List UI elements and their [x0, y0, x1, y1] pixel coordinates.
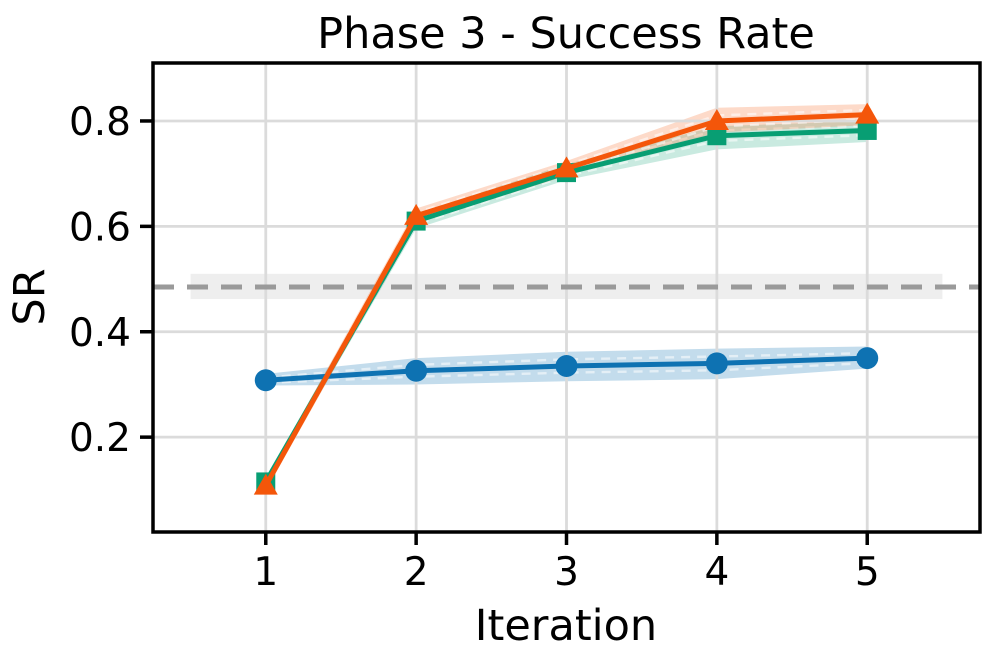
orange-triangles-marker: [554, 156, 579, 178]
y-tick-label: 0.8: [69, 100, 131, 145]
x-tick-label: 3: [554, 550, 579, 595]
data-series: [253, 102, 880, 495]
green-squares-marker: [707, 126, 727, 146]
blue-circles-marker: [405, 359, 428, 382]
y-axis-label: SR: [5, 268, 55, 325]
orange-triangles-marker: [704, 108, 729, 130]
chart-title: Phase 3 - Success Rate: [317, 9, 815, 59]
x-axis-label: Iteration: [475, 601, 657, 651]
axes-spines-and-ticks: [140, 61, 982, 545]
blue-circles-marker: [254, 369, 277, 392]
blue-circles-marker: [705, 352, 728, 375]
orange-triangles-marker: [404, 203, 429, 225]
y-tick-label: 0.6: [69, 205, 131, 250]
green-squares-marker: [857, 120, 877, 140]
x-tick-label: 5: [855, 550, 880, 595]
y-tick-label: 0.2: [69, 416, 131, 461]
x-tick-label: 2: [404, 550, 429, 595]
blue-circles-marker: [555, 355, 578, 378]
blue-circles-band-streak: [265, 361, 868, 385]
blue-circles-band-streak: [265, 351, 868, 379]
orange-triangles-marker: [855, 102, 880, 124]
y-tick-label: 0.4: [69, 311, 131, 356]
tick-labels: 1 2 3 4 5 0.2 0.4 0.6 0.8: [69, 100, 880, 595]
blue-circles-marker: [856, 347, 879, 370]
x-tick-label: 1: [253, 550, 278, 595]
orange-triangles-marker: [253, 473, 278, 495]
x-tick-label: 4: [704, 550, 729, 595]
